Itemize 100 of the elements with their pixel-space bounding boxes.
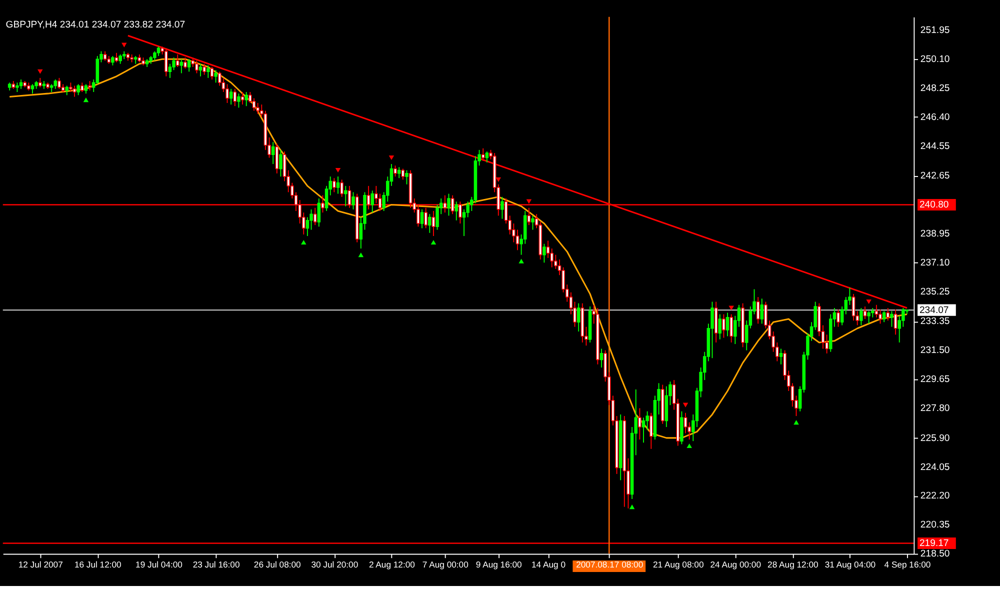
candlestick (447, 193, 450, 216)
x-tick-label: 19 Jul 04:00 (136, 560, 183, 570)
candlestick (54, 79, 58, 90)
candlestick (428, 214, 432, 234)
candlestick (279, 149, 282, 178)
ref-line-label: 240.80 (919, 200, 949, 211)
point (430, 240, 436, 245)
candlestick (405, 170, 408, 185)
y-tick-label: 227.80 (920, 403, 950, 414)
candlestick (638, 408, 642, 440)
candlestick (218, 71, 222, 86)
candlestick (111, 56, 114, 66)
candlestick (214, 70, 218, 84)
x-tick-label: 12 Jul 2007 (18, 560, 64, 570)
y-tick-label: 229.65 (920, 374, 950, 386)
candlestick (680, 410, 684, 445)
candlestick (340, 179, 344, 198)
point (38, 69, 43, 74)
point (335, 168, 341, 173)
point (686, 444, 692, 448)
candlestick (184, 57, 187, 70)
point (629, 504, 635, 510)
line-series (8, 58, 908, 439)
candlestick (168, 63, 172, 78)
candlestick (237, 93, 240, 108)
candlestick (332, 178, 336, 193)
point (122, 42, 127, 48)
candlestick (229, 88, 233, 106)
candlestick (72, 85, 76, 98)
x-tick-label: 4 Sep 16:00 (884, 560, 931, 570)
candlestick (313, 207, 317, 226)
candlestick (252, 98, 256, 112)
candlestick (16, 82, 19, 92)
y-tick-label: 242.65 (920, 170, 950, 182)
chart-title: GBPJPY,H4 234.01 234.07 233.82 234.07 (6, 19, 186, 30)
candlestick (852, 293, 856, 322)
candlestick (600, 348, 604, 368)
candlestick (485, 151, 489, 163)
candlestick (394, 165, 397, 178)
candlestick (420, 208, 424, 229)
candlestick (576, 302, 580, 332)
candlestick (890, 310, 894, 328)
candlestick (730, 314, 733, 343)
candlestick (432, 210, 436, 236)
y-tick-label: 224.05 (920, 462, 950, 473)
x-tick-label: 28 Aug 12:00 (768, 560, 819, 570)
point (83, 98, 89, 102)
candlestick (756, 296, 760, 324)
candlestick (860, 308, 863, 326)
candlestick (424, 207, 428, 229)
candlestick (531, 215, 534, 230)
y-tick-label: 225.90 (920, 432, 950, 444)
candlestick (206, 64, 210, 78)
candlestick (153, 50, 156, 62)
candlestick (118, 54, 122, 64)
candlestick (156, 46, 160, 56)
candlestick (198, 63, 202, 77)
candlestick (454, 201, 458, 221)
candlestick (527, 207, 531, 226)
candlestick (271, 142, 275, 164)
candlestick (324, 185, 328, 212)
candlestick (65, 85, 68, 96)
point (358, 252, 364, 258)
candlestick (275, 143, 279, 174)
x-tick-label: 14 Aug 0 (532, 560, 566, 570)
candlestick (69, 82, 72, 92)
point (682, 402, 688, 408)
y-tick-label: 222.20 (920, 490, 950, 502)
candlestick (722, 314, 726, 338)
candlestick (370, 190, 374, 214)
candlestick (836, 309, 840, 328)
point (496, 177, 502, 182)
candlestick (187, 58, 191, 72)
point (518, 258, 524, 264)
x-tick-label: 2 Aug 12:00 (368, 560, 416, 570)
candlestick (233, 88, 237, 107)
y-tick-label: 238.95 (920, 228, 950, 240)
candlestick (500, 196, 504, 220)
x-tick-label: 16 Jul 12:00 (74, 560, 122, 570)
candlestick (58, 77, 61, 90)
candlestick (401, 168, 405, 180)
point (388, 155, 394, 160)
candlestick (867, 310, 870, 324)
y-tick-label: 246.40 (920, 112, 950, 123)
candlestick (306, 216, 310, 236)
candlestick (38, 77, 42, 88)
ref-line-label: 234.07 (919, 304, 949, 316)
candlestick (195, 60, 198, 74)
candlestick (481, 148, 485, 162)
candlestick (114, 52, 118, 63)
candlestick (726, 312, 730, 337)
candlestick (88, 80, 92, 91)
x-tick-label: 7 Aug 00:00 (422, 560, 469, 570)
candlestick (684, 412, 688, 434)
point (526, 199, 532, 204)
candlestick (80, 82, 84, 92)
x-tick-label: 23 Jul 16:00 (192, 560, 240, 570)
candlestick (718, 314, 722, 340)
y-tick-label: 233.35 (920, 316, 950, 328)
candlestick (30, 84, 34, 94)
